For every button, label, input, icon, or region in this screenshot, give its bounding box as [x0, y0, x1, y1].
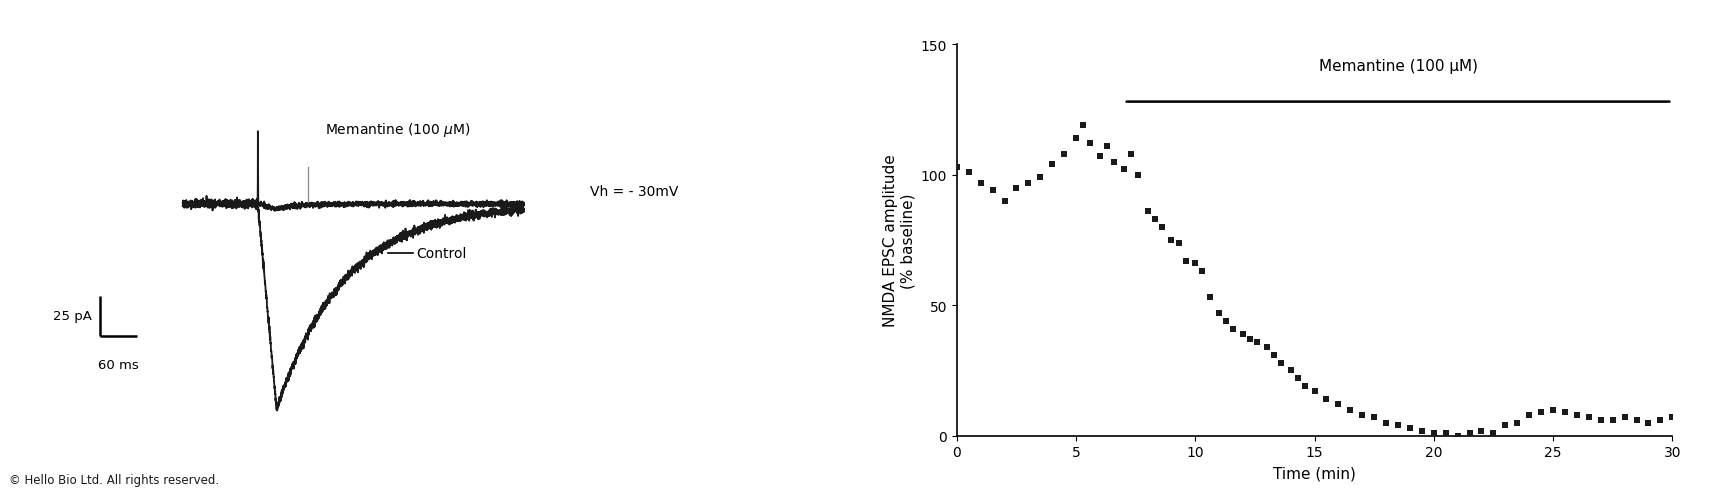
Point — [1037, 161, 1065, 169]
Point — [1134, 208, 1161, 216]
Point — [1597, 416, 1625, 424]
Point — [1563, 411, 1590, 419]
Point — [991, 197, 1018, 205]
Point — [1187, 268, 1215, 276]
Point — [1180, 260, 1208, 268]
Point — [1141, 215, 1168, 223]
Point — [955, 169, 982, 177]
Point — [1092, 143, 1120, 151]
Point — [1158, 236, 1185, 244]
Point — [1123, 171, 1151, 179]
Text: Control: Control — [415, 246, 467, 261]
Point — [942, 163, 970, 171]
Point — [979, 187, 1006, 195]
Text: © Hello Bio Ltd. All rights reserved.: © Hello Bio Ltd. All rights reserved. — [9, 473, 219, 486]
Point — [1165, 239, 1192, 247]
Point — [1432, 429, 1459, 437]
Point — [1049, 150, 1077, 158]
Point — [1335, 406, 1363, 414]
Point — [1218, 325, 1246, 333]
Point — [1551, 408, 1578, 416]
Point — [1242, 338, 1270, 346]
Point — [1099, 158, 1127, 166]
Point — [1025, 174, 1053, 182]
Point — [1085, 153, 1113, 161]
Point — [1575, 414, 1602, 422]
Point — [1277, 367, 1304, 375]
Text: Memantine (100 μM): Memantine (100 μM) — [1318, 59, 1477, 74]
Point — [1061, 135, 1089, 143]
Point — [1621, 416, 1649, 424]
Point — [1211, 317, 1239, 325]
Point — [1075, 140, 1103, 148]
Point — [1372, 419, 1399, 427]
Point — [1235, 336, 1263, 344]
Point — [1527, 408, 1554, 416]
Point — [1068, 122, 1096, 130]
Point — [1658, 414, 1685, 422]
Point — [1515, 411, 1542, 419]
Point — [1420, 429, 1447, 437]
Point — [1013, 179, 1041, 187]
Point — [1253, 343, 1280, 351]
Y-axis label: NMDA EPSC amplitude
(% baseline): NMDA EPSC amplitude (% baseline) — [882, 154, 915, 327]
Point — [1260, 351, 1287, 359]
Point — [1196, 294, 1223, 302]
Point — [1539, 406, 1566, 414]
Point — [1585, 416, 1613, 424]
Point — [1396, 424, 1423, 432]
Point — [1444, 432, 1471, 440]
Point — [1645, 416, 1673, 424]
Text: 25 pA: 25 pA — [53, 310, 91, 323]
Point — [1359, 414, 1387, 422]
Text: Vh = - 30mV: Vh = - 30mV — [589, 185, 677, 199]
X-axis label: Time (min): Time (min) — [1272, 465, 1356, 480]
Point — [1384, 421, 1411, 429]
Point — [1148, 223, 1175, 231]
Point — [1003, 184, 1030, 192]
Point — [1291, 382, 1318, 390]
Point — [1466, 427, 1494, 435]
Point — [1323, 401, 1351, 409]
Point — [1299, 388, 1327, 396]
Point — [1633, 419, 1661, 427]
Point — [1228, 330, 1256, 338]
Point — [1502, 419, 1530, 427]
Point — [1266, 359, 1294, 367]
Point — [1408, 427, 1435, 435]
Point — [967, 179, 994, 187]
Point — [1454, 429, 1482, 437]
Point — [1204, 310, 1232, 318]
Point — [1347, 411, 1375, 419]
Point — [1172, 258, 1199, 266]
Point — [1110, 166, 1137, 174]
Point — [1284, 375, 1311, 383]
Point — [1478, 429, 1506, 437]
Point — [1490, 421, 1518, 429]
Text: 60 ms: 60 ms — [98, 359, 140, 371]
Text: Memantine (100 $\mu$M): Memantine (100 $\mu$M) — [324, 121, 470, 139]
Point — [1311, 395, 1339, 403]
Point — [1609, 414, 1637, 422]
Point — [1117, 150, 1144, 158]
